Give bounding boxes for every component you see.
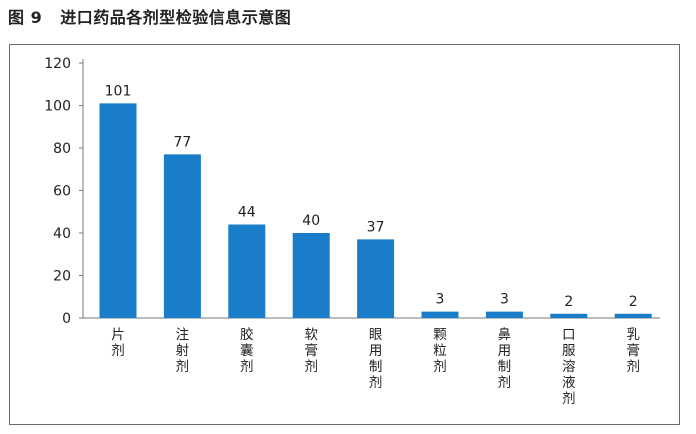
- category-label: 颗粒剂: [433, 327, 447, 375]
- y-tick-label: 80: [53, 141, 71, 157]
- bar: [614, 313, 652, 318]
- category-label: 乳膏剂: [626, 327, 640, 375]
- category-label: 注射剂: [176, 327, 190, 375]
- y-tick-label: 100: [44, 99, 71, 115]
- chart-frame: [9, 44, 680, 425]
- data-label: 3: [436, 292, 445, 308]
- category-label: 片剂: [111, 327, 125, 359]
- category-label: 眼用制剂: [369, 327, 383, 391]
- data-label: 101: [105, 83, 132, 99]
- data-label: 2: [629, 294, 638, 310]
- bar: [485, 311, 523, 318]
- bar: [99, 103, 137, 318]
- data-label: 37: [367, 219, 385, 235]
- category-label: 胶囊剂: [240, 326, 254, 375]
- data-label: 40: [302, 213, 320, 229]
- bar: [421, 311, 459, 318]
- data-label: 44: [238, 205, 256, 221]
- bar: [292, 233, 330, 318]
- bar: [228, 224, 266, 318]
- figure-number: 图 9: [8, 8, 43, 27]
- y-tick-label: 60: [53, 184, 71, 200]
- data-label: 77: [173, 134, 191, 150]
- y-tick-label: 0: [62, 311, 71, 327]
- y-tick-label: 120: [44, 56, 71, 72]
- figure-caption: 进口药品各剂型检验信息示意图: [60, 8, 292, 27]
- figure-title: 图 9 进口药品各剂型检验信息示意图: [8, 4, 291, 28]
- y-tick-label: 40: [53, 226, 71, 242]
- bar: [357, 239, 395, 318]
- y-tick-label: 20: [53, 269, 71, 285]
- data-label: 2: [564, 294, 573, 310]
- bar: [163, 154, 201, 318]
- bar: [550, 313, 588, 318]
- data-label: 3: [500, 292, 509, 308]
- category-label: 软膏剂: [304, 327, 318, 375]
- category-label: 口服溶液剂: [562, 327, 576, 407]
- category-label: 鼻用制剂: [498, 326, 512, 391]
